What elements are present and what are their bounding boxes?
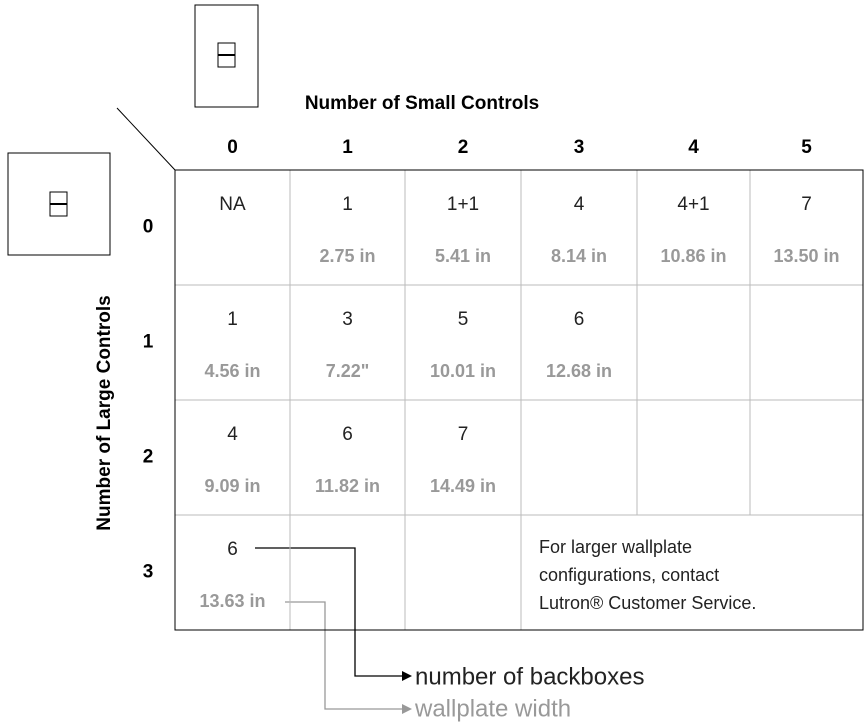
- note-line: For larger wallplate: [539, 537, 692, 557]
- backbox-count: 6: [342, 424, 353, 445]
- legend-width: wallplate width: [414, 695, 571, 722]
- backbox-count: 6: [227, 539, 238, 560]
- arrow: [402, 671, 412, 681]
- column-label: 3: [574, 137, 585, 158]
- row-label: 0: [143, 217, 154, 238]
- table-border: [174, 169, 864, 631]
- wallplate-width: 12.68 in: [546, 361, 612, 381]
- wallplate-width: 9.09 in: [204, 476, 260, 496]
- width-callout: [285, 601, 405, 710]
- backbox-count: NA: [219, 194, 246, 215]
- backbox-count: 4+1: [677, 194, 709, 215]
- column-label: 4: [688, 137, 699, 158]
- backbox-count: 7: [801, 194, 812, 215]
- large-control-icon: [7, 152, 111, 256]
- wallplate-width: 10.86 in: [660, 246, 726, 266]
- wallplate-width: 13.50 in: [773, 246, 839, 266]
- backbox-count: 1+1: [447, 194, 479, 215]
- diagonal: [116, 107, 176, 171]
- backbox-count: 4: [227, 424, 238, 445]
- backbox-count: 5: [458, 309, 469, 330]
- wallplate-width: 5.41 in: [435, 246, 491, 266]
- row-title: Number of Large Controls: [94, 295, 115, 530]
- backbox-count: 3: [342, 309, 353, 330]
- wallplate-width: 2.75 in: [319, 246, 375, 266]
- wallplate-width: 13.63 in: [199, 591, 265, 611]
- wallplate-width: 7.22": [326, 361, 370, 381]
- backbox-count: 7: [458, 424, 469, 445]
- row-label: 1: [143, 332, 154, 353]
- legend-count: number of backboxes: [415, 663, 644, 690]
- wallplate-width: 4.56 in: [204, 361, 260, 381]
- column-title: Number of Small Controls: [305, 93, 539, 114]
- note-line: configurations, contact: [539, 565, 719, 585]
- row-label: 3: [143, 562, 154, 583]
- row-label: 2: [143, 447, 154, 468]
- note-line: Lutron® Customer Service.: [539, 593, 756, 613]
- wallplate-width: 8.14 in: [551, 246, 607, 266]
- column-label: 1: [342, 137, 353, 158]
- count-callout: [255, 547, 405, 677]
- column-label: 2: [458, 137, 469, 158]
- backbox-count: 6: [574, 309, 585, 330]
- backbox-count: 4: [574, 194, 585, 215]
- wallplate-width: 11.82 in: [315, 476, 380, 496]
- arrow: [402, 704, 412, 714]
- small-control-icon: [194, 4, 259, 108]
- backbox-count: 1: [227, 309, 238, 330]
- column-label: 0: [227, 137, 238, 158]
- wallplate-width: 14.49 in: [430, 476, 496, 496]
- backbox-count: 1: [342, 194, 353, 215]
- column-label: 5: [801, 137, 812, 158]
- wallplate-width: 10.01 in: [430, 361, 496, 381]
